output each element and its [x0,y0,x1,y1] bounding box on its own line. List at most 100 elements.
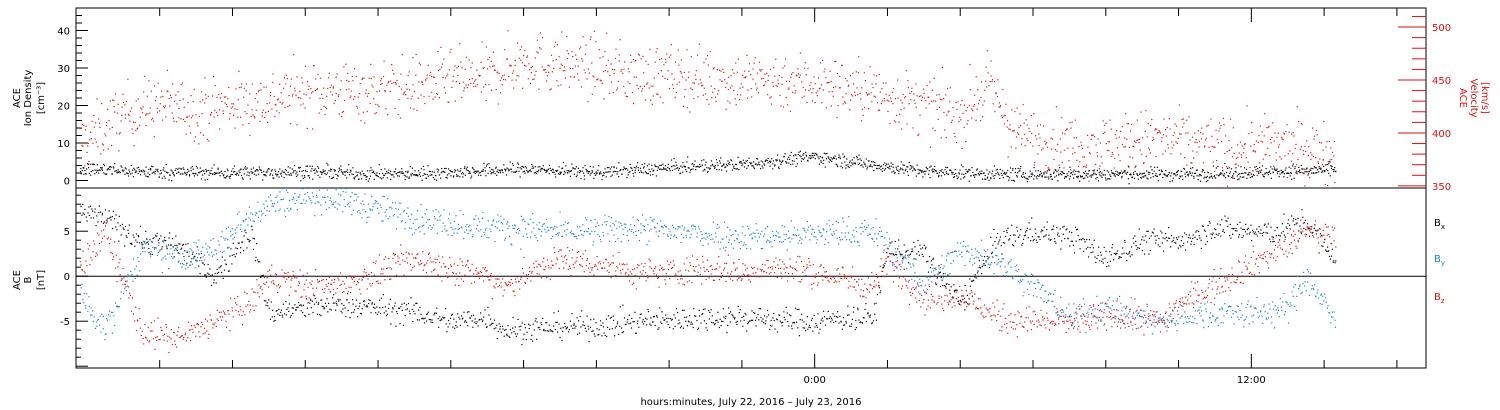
velocity-point [1126,123,1128,125]
density-point [902,169,904,171]
bx-point [935,284,937,286]
bx-point [796,321,798,323]
bx-point [697,328,699,330]
bx-point [515,335,517,337]
density-point [739,161,741,163]
density-point [761,165,763,167]
velocity-point [395,83,397,85]
density-axis-title-line1: ACE [12,88,23,108]
bx-point [382,294,384,296]
density-point [1131,177,1133,179]
bx-point [305,298,307,300]
velocity-point [383,60,385,62]
bx-point [169,244,172,246]
density-point [986,169,988,171]
velocity-point [1292,152,1294,155]
velocity-point [685,79,687,81]
velocity-point [980,96,982,98]
velocity-point [188,125,190,127]
bx-point [324,307,326,309]
density-point [710,165,712,167]
density-point [1223,173,1226,175]
density-point [1228,167,1230,169]
velocity-point [424,102,426,105]
velocity-point [1132,145,1134,147]
density-point [1183,168,1186,170]
velocity-point [156,111,159,113]
density-point [889,168,891,170]
density-point [190,167,192,169]
velocity-point [885,82,887,84]
density-point [1246,177,1248,179]
density-point [997,171,999,173]
bx-point [1036,241,1038,243]
density-point [648,168,650,170]
density-point [809,157,811,160]
bx-point [773,312,775,315]
bx-point [298,302,300,304]
bx-point [388,307,390,309]
velocity-point [591,62,593,64]
density-point [1053,172,1055,174]
density-point [444,171,446,173]
velocity-point [440,46,442,48]
bx-point [272,309,274,311]
velocity-point [782,106,785,108]
velocity-point [229,118,231,120]
velocity-point [1317,161,1319,163]
velocity-point [190,117,193,119]
bx-point [522,338,524,340]
velocity-point [1051,148,1053,150]
bx-point [1032,240,1034,242]
density-point [231,170,233,172]
density-point [849,160,851,162]
velocity-point [540,48,542,50]
bx-point [978,266,980,268]
bx-point [950,286,952,288]
bx-point [526,331,528,333]
bx-point [481,320,483,323]
density-point [649,171,651,173]
density-point [1221,173,1223,175]
velocity-point [208,140,210,142]
time-axis-tick-labels: 0:00 12:00 [803,375,1265,386]
bx-point [946,283,948,285]
velocity-point [633,76,635,78]
density-point [109,166,111,168]
bx-point [368,302,370,305]
bx-point [1004,242,1006,244]
velocity-point [561,31,563,33]
bx-point [921,253,923,255]
density-point [1264,172,1266,174]
density-series [79,150,1337,185]
density-point [1013,180,1015,182]
bx-point [524,323,526,326]
bx-point [998,241,1000,243]
bx-point [349,291,352,294]
density-point [313,169,315,171]
velocity-point [1009,124,1011,126]
velocity-point [624,92,626,94]
bx-point [477,325,479,327]
velocity-point [529,82,532,84]
velocity-point [199,132,202,134]
density-point [88,167,90,169]
velocity-point [585,44,587,46]
bx-point [506,334,508,337]
velocity-point [1114,157,1116,159]
velocity-point [638,54,640,56]
density-point [1027,178,1029,180]
velocity-point [1162,134,1164,136]
bx-point [372,306,375,308]
bx-point [1021,244,1023,246]
velocity-point [117,103,119,105]
density-point [1302,172,1304,174]
velocity-point [1321,164,1323,166]
velocity-point [266,103,268,105]
velocity-point [354,68,356,70]
bx-point [579,315,581,318]
density-point [933,169,935,171]
density-point [1328,163,1330,165]
velocity-point [728,76,730,78]
velocity-point [87,142,89,144]
